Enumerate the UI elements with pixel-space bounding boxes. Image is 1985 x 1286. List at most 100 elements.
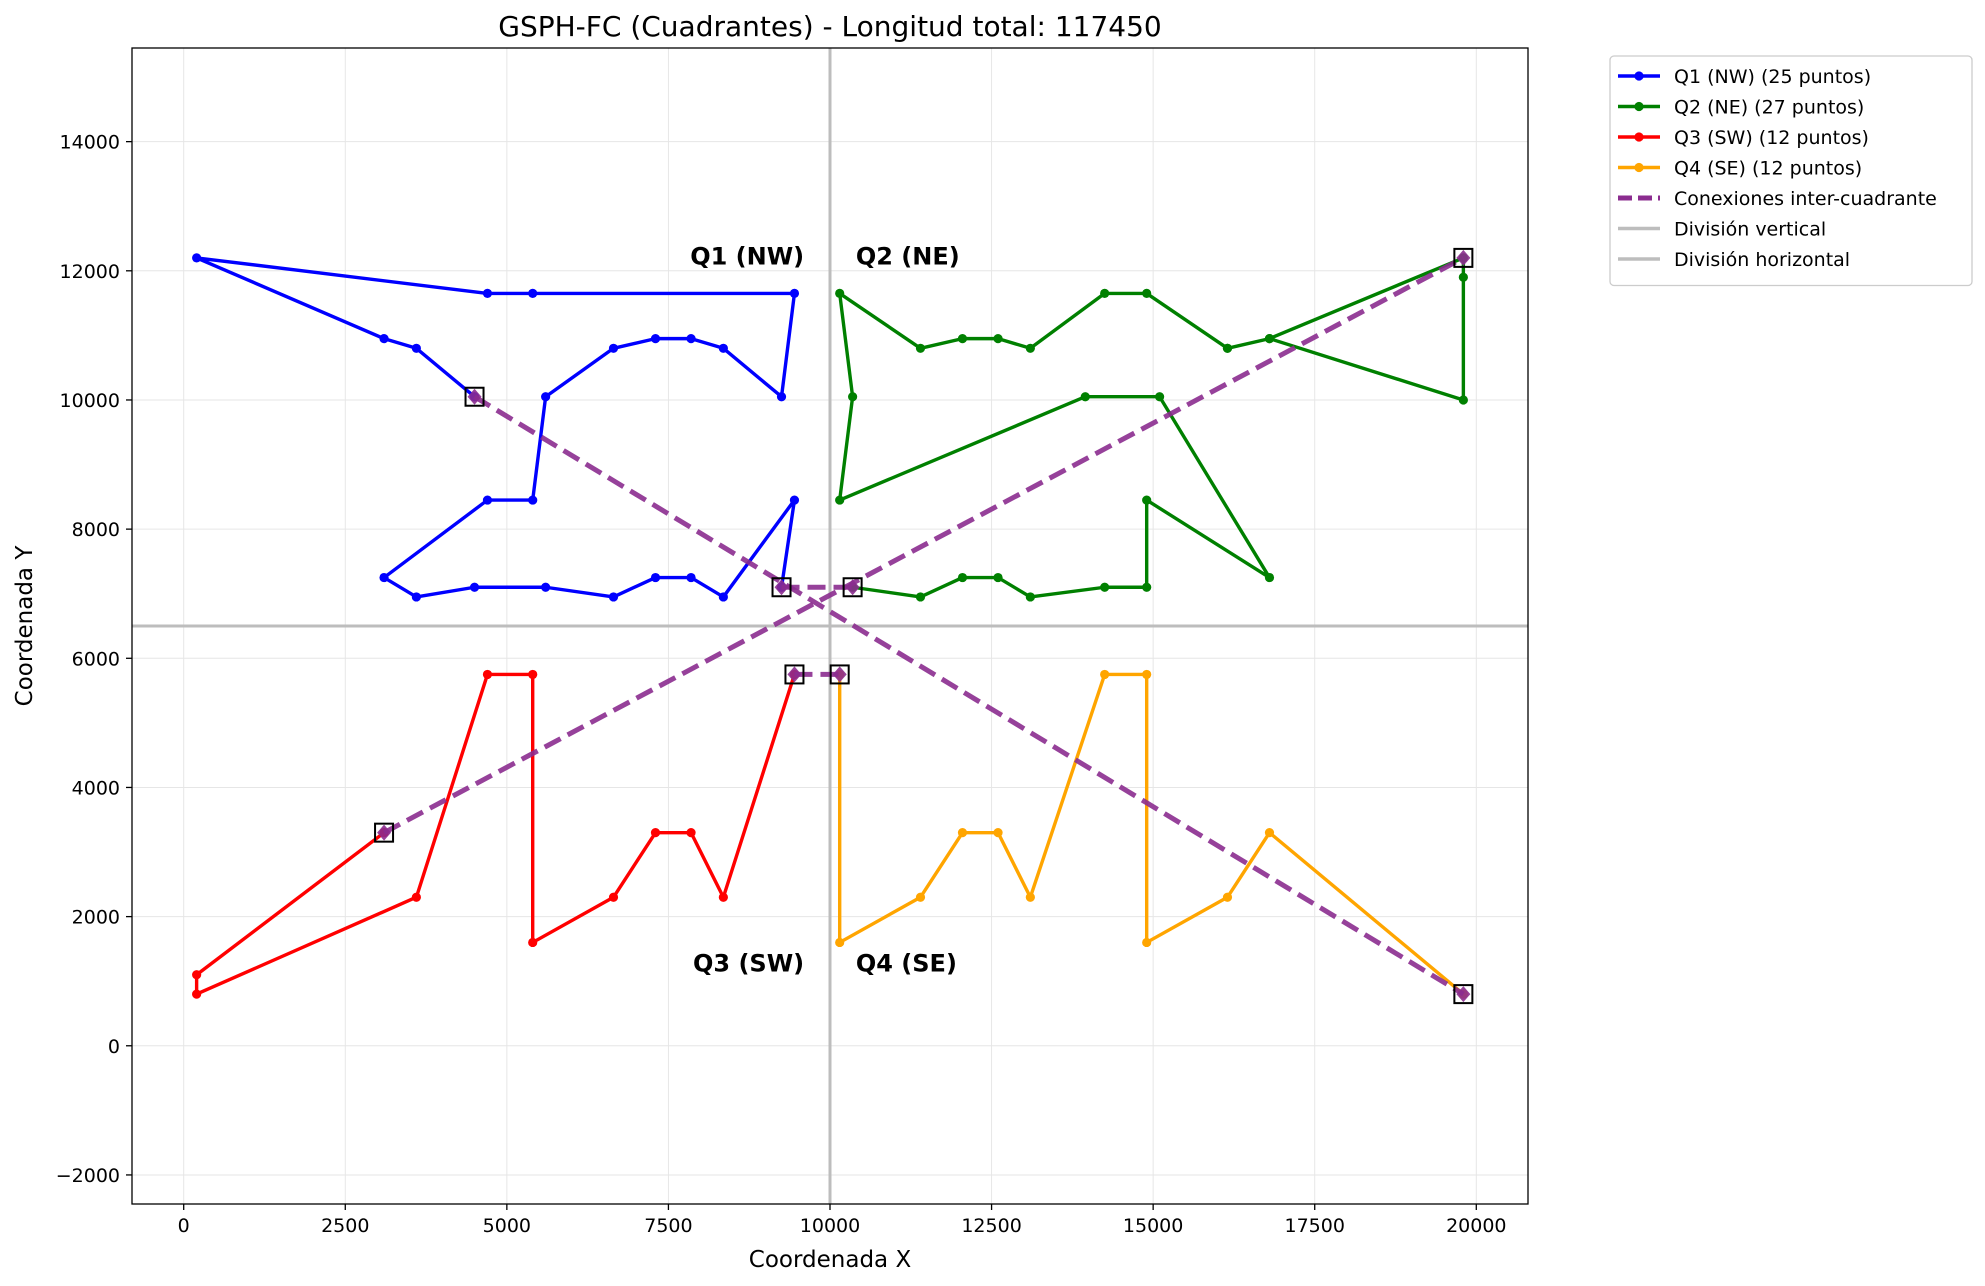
legend-label: Q4 (SE) (12 puntos) xyxy=(1674,158,1862,180)
endpoint-marker xyxy=(374,822,395,843)
data-point-q1 xyxy=(776,392,787,402)
legend-label: Q3 (SW) (12 puntos) xyxy=(1674,127,1869,149)
data-point-q1 xyxy=(789,495,800,505)
y-tick-label: 2000 xyxy=(72,907,120,929)
legend-label: División vertical xyxy=(1674,219,1826,241)
data-point-q1 xyxy=(650,334,661,344)
data-point-q2 xyxy=(1142,288,1152,299)
x-tick-label: 15000 xyxy=(1123,1215,1183,1237)
y-tick-label: 10000 xyxy=(60,390,120,412)
connection-endpoint-diamond xyxy=(774,579,789,596)
connection-endpoint-diamond xyxy=(467,388,482,405)
data-point-q2 xyxy=(1142,582,1152,592)
quadrant-label: Q2 (NE) xyxy=(856,242,960,270)
legend-box xyxy=(1609,55,1973,287)
data-point-q1 xyxy=(718,343,728,353)
data-point-q2 xyxy=(993,572,1003,583)
data-point-q1 xyxy=(608,343,619,353)
legend-marker xyxy=(1634,162,1644,173)
data-point-q2 xyxy=(993,334,1003,344)
data-point-q3 xyxy=(718,892,728,902)
legend-marker xyxy=(1634,132,1644,142)
data-point-q1 xyxy=(608,592,619,602)
data-point-q4 xyxy=(957,828,968,838)
data-point-q1 xyxy=(469,582,480,592)
data-point-q1 xyxy=(789,288,800,299)
series-line-q4 xyxy=(837,672,1465,996)
data-point-q3 xyxy=(411,892,421,902)
quadrant-labels: Q1 (NW) Q2 (NE) Q3 (SW) Q4 (SE) xyxy=(690,242,960,977)
legend-marker xyxy=(1634,71,1644,81)
x-axis-title: Coordenada X xyxy=(749,1247,912,1273)
data-point-q2 xyxy=(957,572,968,583)
data-point-q2 xyxy=(1264,334,1275,344)
x-tick-label: 17500 xyxy=(1284,1215,1344,1237)
legend: Q1 (NW) (25 puntos) Q2 (NE) (27 puntos) Q3… xyxy=(1609,55,1973,287)
data-point-q2 xyxy=(835,495,845,505)
legend-label: Conexiones inter-cuadrante xyxy=(1674,188,1937,210)
data-point-q3 xyxy=(482,669,493,680)
data-point-q2 xyxy=(1155,392,1165,402)
series-lines xyxy=(192,253,1468,999)
y-tick-label: 4000 xyxy=(72,777,120,799)
endpoint-marker xyxy=(1453,247,1474,268)
data-point-q1 xyxy=(528,288,538,299)
data-point-q2 xyxy=(1100,582,1110,592)
data-point-q2 xyxy=(1458,395,1468,405)
legend-marker xyxy=(1634,101,1644,112)
data-point-q1 xyxy=(541,582,551,592)
chart-title: GSPH-FC (Cuadrantes) - Longitud total: 1… xyxy=(498,10,1161,43)
data-point-q3 xyxy=(608,892,619,902)
data-point-q4 xyxy=(1100,669,1110,680)
x-tick-label: 10000 xyxy=(800,1215,860,1237)
data-point-q1 xyxy=(379,334,389,344)
endpoint-marker xyxy=(1453,984,1474,1005)
endpoint-marker xyxy=(829,664,850,685)
data-point-q1 xyxy=(650,572,661,583)
data-point-q1 xyxy=(379,572,389,583)
data-point-q2 xyxy=(848,392,858,402)
data-point-q1 xyxy=(718,592,728,602)
data-point-q2 xyxy=(1100,288,1110,299)
endpoint-marker xyxy=(842,577,863,598)
endpoint-marker xyxy=(771,577,792,598)
data-point-q1 xyxy=(482,288,493,299)
data-point-q2 xyxy=(1080,392,1090,402)
data-point-q4 xyxy=(1025,892,1035,902)
y-tick-label: 14000 xyxy=(60,132,120,154)
data-point-q4 xyxy=(915,892,926,902)
connection-endpoint-diamond xyxy=(377,824,392,841)
y-axis-title: Coordenada Y xyxy=(12,545,38,707)
data-point-q4 xyxy=(1142,937,1152,948)
y-tick-label: 8000 xyxy=(72,519,120,541)
data-point-q3 xyxy=(192,970,202,980)
quadrant-label: Q4 (SE) xyxy=(856,950,957,978)
data-point-q2 xyxy=(1025,592,1035,602)
axis-ticks: 0 2500 5000 7500 10000 12500 15000 17500 20000−2… xyxy=(56,132,1507,1237)
data-point-q1 xyxy=(482,495,493,505)
legend-label: Q1 (NW) (25 puntos) xyxy=(1674,66,1871,88)
data-point-q1 xyxy=(686,334,696,344)
data-point-q3 xyxy=(686,828,696,838)
y-tick-label: −2000 xyxy=(56,1165,120,1187)
data-point-q3 xyxy=(528,669,538,680)
legend-label: División horizontal xyxy=(1674,249,1850,271)
data-point-q4 xyxy=(1222,892,1233,902)
endpoint-markers xyxy=(374,247,1474,1005)
data-point-q2 xyxy=(1222,343,1233,353)
data-point-q3 xyxy=(528,937,538,948)
data-point-q3 xyxy=(192,989,202,999)
connection-line xyxy=(473,394,1465,997)
endpoint-marker xyxy=(464,386,485,407)
data-point-q3 xyxy=(650,828,661,838)
x-tick-label: 12500 xyxy=(961,1215,1021,1237)
data-point-q2 xyxy=(1264,572,1275,583)
endpoint-marker xyxy=(784,664,805,685)
data-point-q2 xyxy=(915,592,926,602)
data-point-q2 xyxy=(957,334,968,344)
data-point-q4 xyxy=(1264,828,1275,838)
x-tick-label: 20000 xyxy=(1446,1215,1506,1237)
data-point-q2 xyxy=(915,343,926,353)
data-point-q2 xyxy=(1458,272,1468,282)
